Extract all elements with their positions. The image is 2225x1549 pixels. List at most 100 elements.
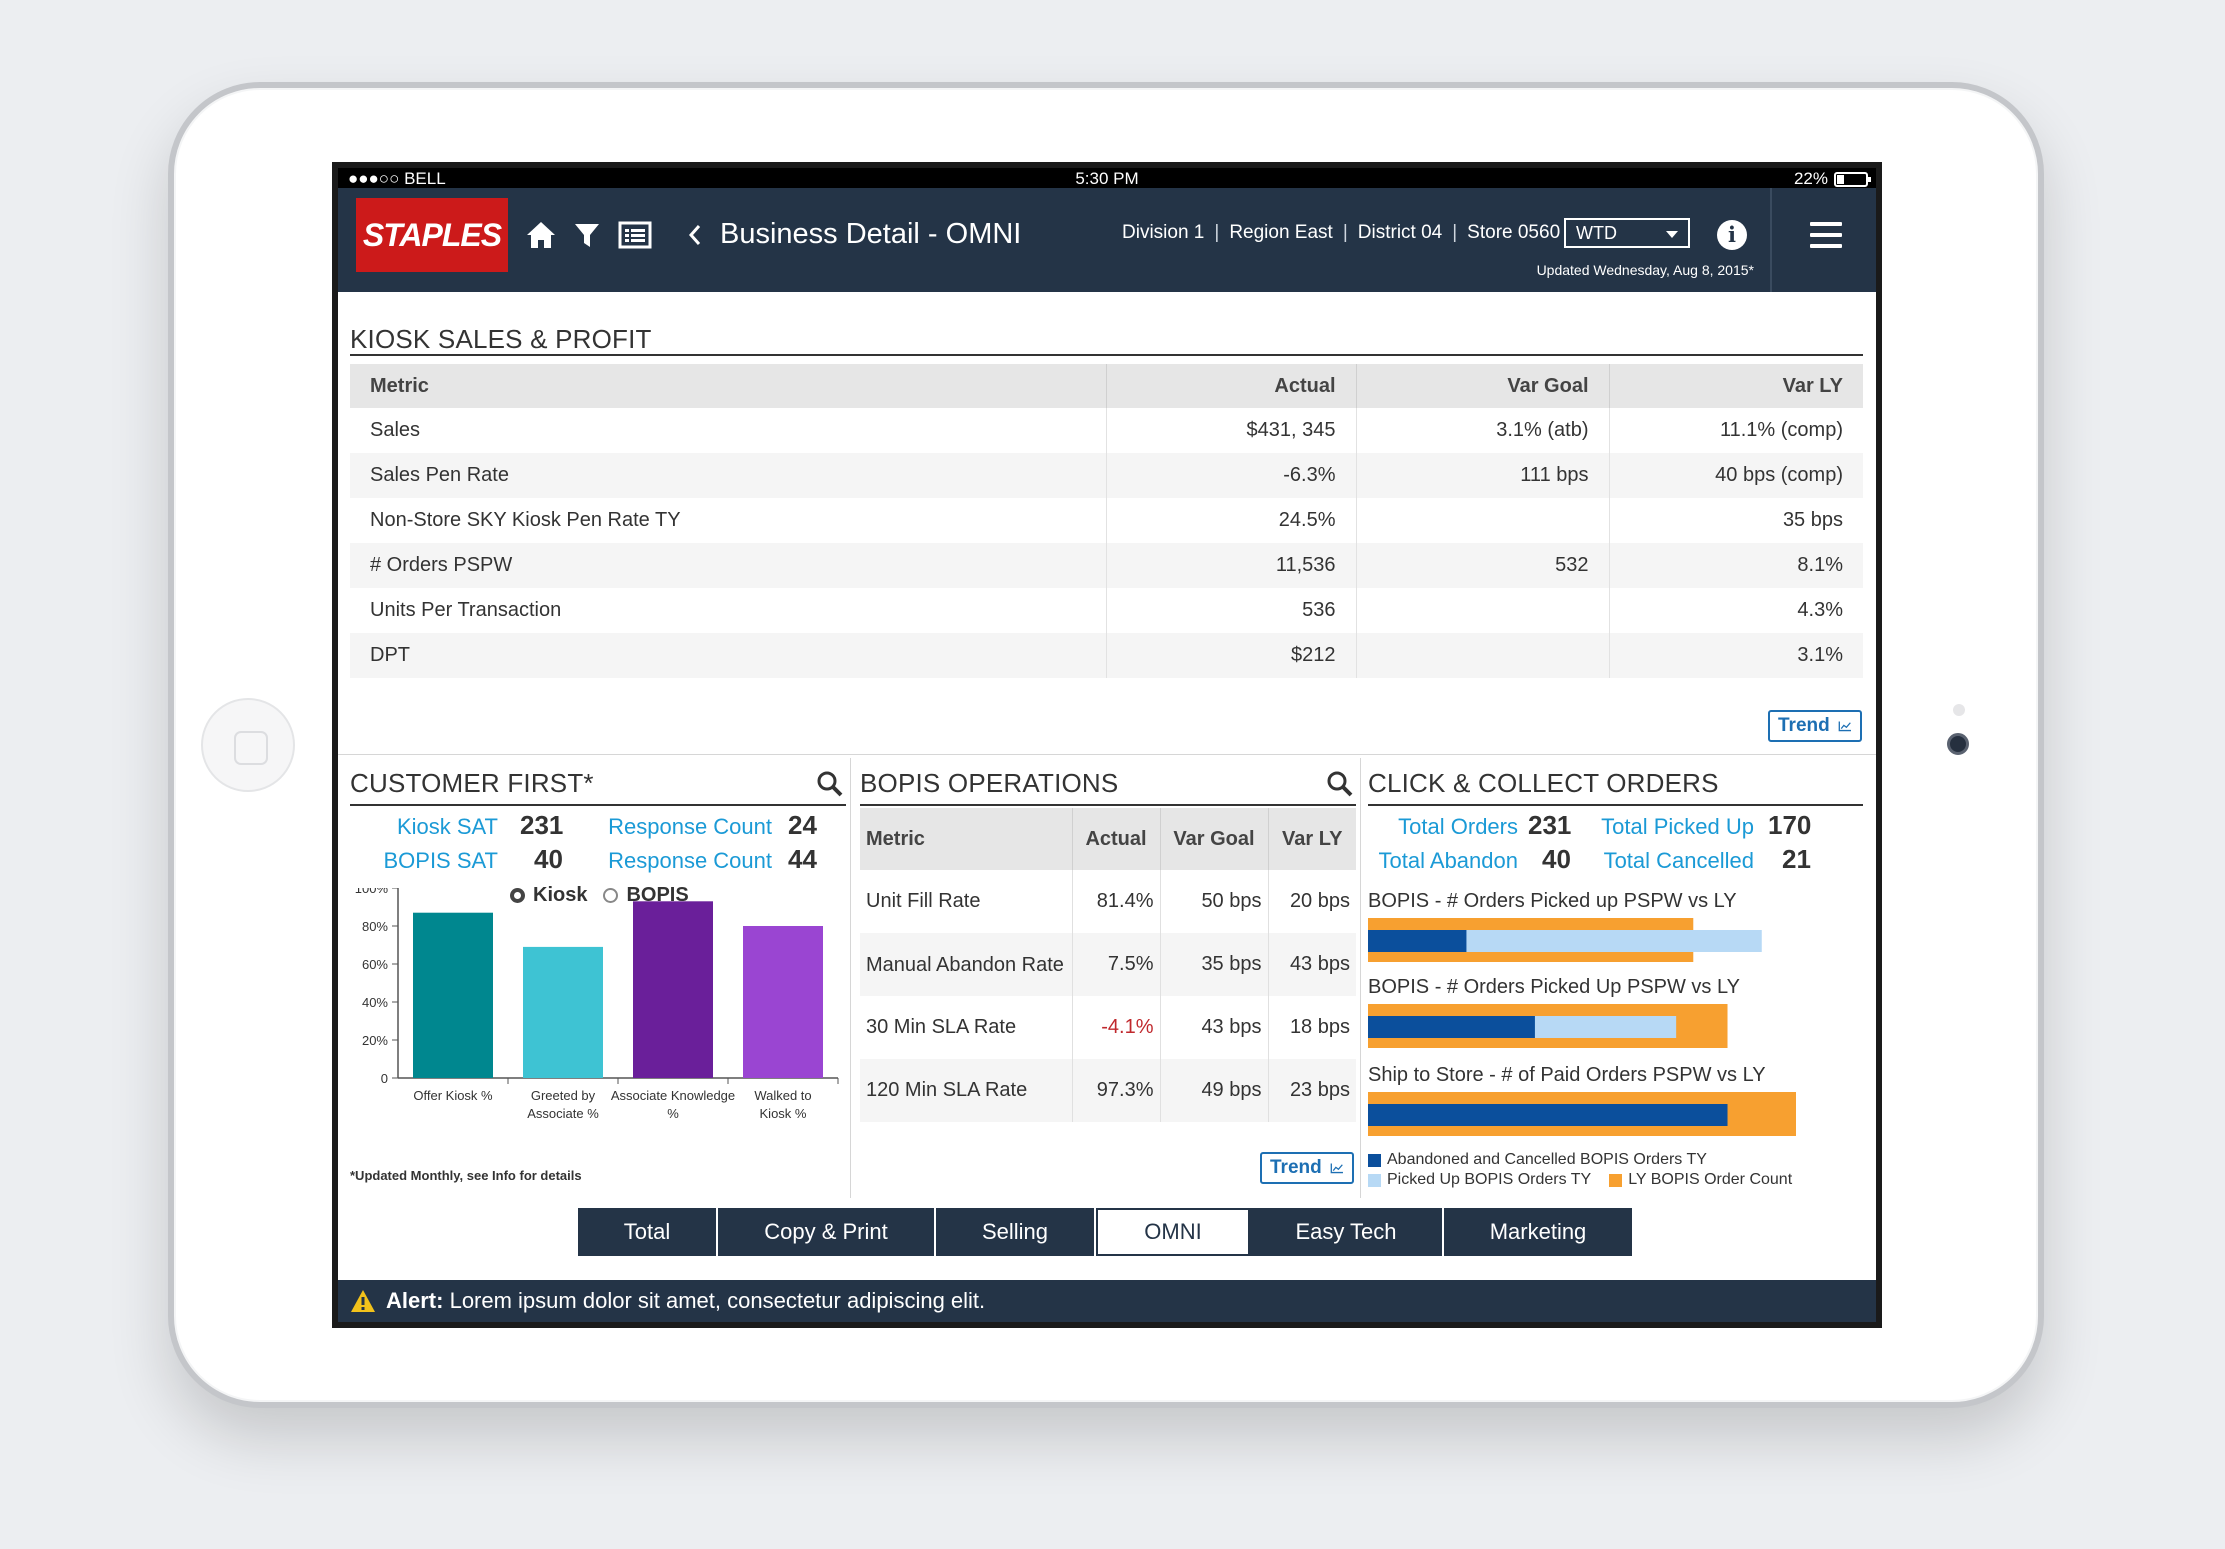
- var-goal-value: [1355, 588, 1609, 633]
- table-row[interactable]: DPT $212 3.1%: [350, 633, 1863, 678]
- column-header[interactable]: Var LY: [1267, 808, 1356, 870]
- actual-value: 536: [1105, 588, 1356, 633]
- legend-swatch-picked: [1368, 1173, 1381, 1187]
- radio-bopis-label[interactable]: BOPIS: [626, 884, 689, 906]
- camera: [1947, 733, 1969, 755]
- bullet-chart-bopis-picked-up-2: [1368, 1004, 1728, 1048]
- var-ly-value: 35 bps: [1608, 498, 1863, 543]
- tab-selling[interactable]: Selling: [936, 1208, 1096, 1256]
- bopis-trend-button[interactable]: Trend: [1260, 1152, 1354, 1184]
- metric-name: Units Per Transaction: [370, 599, 562, 621]
- line-chart-icon: [1838, 721, 1851, 732]
- y-tick-label: 20%: [362, 1033, 388, 1048]
- actual-value: 81.4%: [1071, 870, 1160, 933]
- tab-copy-print[interactable]: Copy & Print: [718, 1208, 936, 1256]
- var-goal-value: 532: [1355, 543, 1609, 588]
- column-header[interactable]: Var Goal: [1355, 364, 1609, 408]
- crumb-region[interactable]: Region East: [1229, 222, 1333, 243]
- home-icon[interactable]: [524, 218, 558, 252]
- total-abandon-value: 40: [1542, 844, 1571, 874]
- table-row[interactable]: Unit Fill Rate 81.4% 50 bps 20 bps: [860, 870, 1356, 933]
- search-icon[interactable]: [816, 770, 844, 798]
- actual-value: 7.5%: [1071, 933, 1160, 996]
- kiosk-trend-button[interactable]: Trend: [1768, 710, 1862, 742]
- column-header[interactable]: Metric: [860, 808, 1072, 870]
- total-cancelled-label: Total Cancelled: [1603, 848, 1754, 873]
- table-row[interactable]: 120 Min SLA Rate 97.3% 49 bps 23 bps: [860, 1059, 1356, 1122]
- filter-icon[interactable]: [570, 218, 604, 252]
- column-header[interactable]: Var Goal: [1159, 808, 1268, 870]
- period-select[interactable]: WTD: [1564, 218, 1690, 248]
- total-picked-up-label: Total Picked Up: [1601, 814, 1754, 839]
- tablet-screen: ●●●○○ BELL 5:30 PM 22% STAPLES Business …: [332, 162, 1882, 1328]
- table-row[interactable]: Non-Store SKY Kiosk Pen Rate TY 24.5% 35…: [350, 498, 1863, 543]
- table-row[interactable]: Units Per Transaction 536 4.3%: [350, 588, 1863, 633]
- tab-total[interactable]: Total: [578, 1208, 718, 1256]
- table-row[interactable]: Sales Pen Rate -6.3% 111 bps 40 bps (com…: [350, 453, 1863, 498]
- bar: [633, 901, 713, 1078]
- staples-logo[interactable]: STAPLES: [356, 198, 508, 272]
- radio-selected[interactable]: [510, 888, 525, 903]
- divider: [1360, 758, 1361, 1198]
- y-tick-label: 80%: [362, 919, 388, 934]
- var-ly-value: 20 bps: [1267, 870, 1356, 933]
- response-count-label: Response Count: [608, 814, 772, 839]
- y-tick-label: 0: [381, 1071, 388, 1086]
- var-ly-value: 43 bps: [1267, 933, 1356, 996]
- table-row[interactable]: # Orders PSPW 11,536 532 8.1%: [350, 543, 1863, 588]
- alert-bar[interactable]: Alert: Lorem ipsum dolor sit amet, conse…: [338, 1280, 1876, 1322]
- breadcrumb: Division 1 | Region East | District 04 | St…: [1122, 222, 1561, 243]
- column-header[interactable]: Var LY: [1608, 364, 1863, 408]
- actual-value: 11,536: [1105, 543, 1356, 588]
- actual-value: -6.3%: [1105, 453, 1356, 498]
- tab-easy-tech[interactable]: Easy Tech: [1250, 1208, 1444, 1256]
- metric-name: 120 Min SLA Rate: [860, 1059, 1072, 1122]
- column-header[interactable]: Metric: [350, 364, 1106, 408]
- home-button[interactable]: [201, 698, 295, 792]
- bullet-legend: Abandoned and Cancelled BOPIS Orders TY …: [1368, 1150, 1792, 1190]
- customer-footnote: *Updated Monthly, see Info for details: [350, 1168, 582, 1183]
- radio-kiosk-label[interactable]: Kiosk: [533, 884, 588, 906]
- actual-value: 24.5%: [1105, 498, 1356, 543]
- table-row[interactable]: Sales $431, 345 3.1% (atb) 11.1% (comp): [350, 408, 1863, 453]
- var-ly-value: 11.1% (comp): [1608, 408, 1863, 453]
- legend-item: Picked Up BOPIS Orders TY LY BOPIS Order…: [1368, 1170, 1792, 1190]
- var-ly-value: 3.1%: [1608, 633, 1863, 678]
- var-goal-value: 50 bps: [1159, 870, 1268, 933]
- hamburger-menu-icon[interactable]: [1810, 222, 1842, 248]
- tab-marketing[interactable]: Marketing: [1489, 1219, 1587, 1244]
- status-bar: ●●●○○ BELL 5:30 PM 22%: [338, 168, 1876, 188]
- bopis-table: Metric Actual Var Goal Var LY Unit Fill …: [860, 808, 1356, 1122]
- radio-unselected[interactable]: [603, 888, 619, 903]
- crumb-division[interactable]: Division 1: [1122, 222, 1205, 243]
- period-value: WTD: [1576, 223, 1617, 243]
- app-screen: ●●●○○ BELL 5:30 PM 22% STAPLES Business …: [338, 168, 1876, 1322]
- column-header[interactable]: Actual: [1105, 364, 1356, 408]
- trend-label: Trend: [1270, 1157, 1322, 1178]
- metric-name: Manual Abandon Rate: [860, 933, 1072, 996]
- back-chevron-icon[interactable]: [678, 218, 712, 252]
- var-ly-value: 8.1%: [1608, 543, 1863, 588]
- info-icon[interactable]: i: [1717, 220, 1747, 250]
- page-title: Business Detail - OMNI: [720, 218, 1022, 250]
- alert-label: Alert:: [386, 1288, 444, 1313]
- total-orders-value: 231: [1528, 810, 1572, 840]
- crumb-district[interactable]: District 04: [1357, 222, 1443, 243]
- divider: [850, 758, 851, 1198]
- battery-icon: [1834, 171, 1871, 187]
- bullet-chart-ship-to-store: [1368, 1092, 1796, 1136]
- list-view-icon[interactable]: [618, 218, 652, 252]
- customer-bar-chart: 0 20% 40% 60% 80% 100% Offer Kiosk % Greeted by…: [355, 888, 839, 1118]
- crumb-store[interactable]: Store 0560: [1467, 222, 1561, 243]
- total-orders-label: Total Orders: [1398, 814, 1518, 839]
- table-row[interactable]: Manual Abandon Rate 7.5% 35 bps 43 bps: [860, 933, 1356, 996]
- table-row[interactable]: 30 Min SLA Rate -4.1% 43 bps 18 bps: [860, 996, 1356, 1059]
- search-icon[interactable]: [1326, 770, 1354, 798]
- y-tick-label: 60%: [362, 957, 388, 972]
- x-tick-label: Associate Knowledge: [611, 1088, 735, 1103]
- var-goal-value: 43 bps: [1159, 996, 1268, 1059]
- kiosk-section-title: KIOSK SALES & PROFIT: [350, 324, 652, 354]
- tab-omni[interactable]: OMNI: [1096, 1208, 1250, 1256]
- column-header[interactable]: Actual: [1071, 808, 1160, 870]
- metric-name: Unit Fill Rate: [866, 890, 981, 912]
